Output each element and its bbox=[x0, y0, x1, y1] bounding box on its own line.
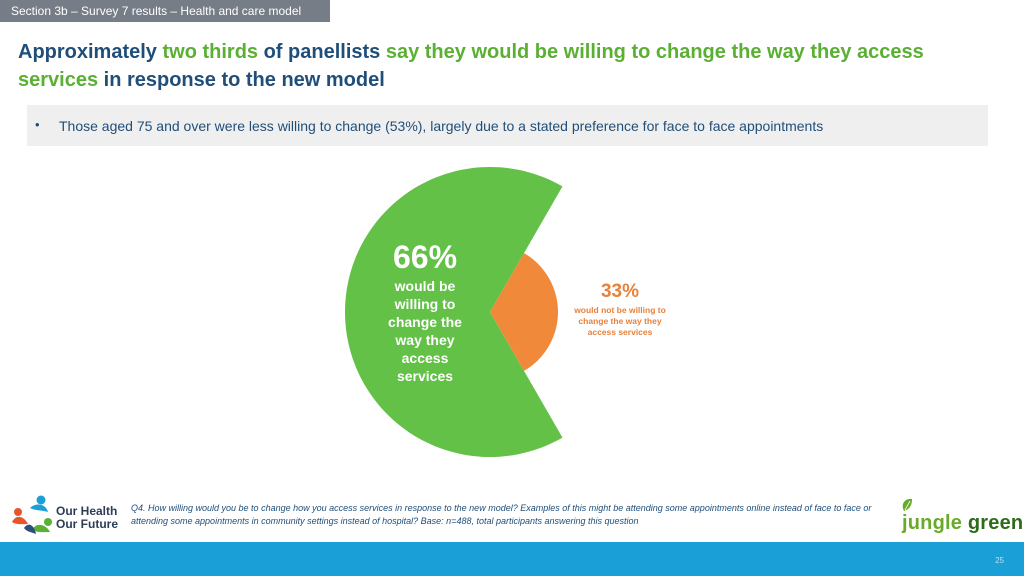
jungle-green-logo: jungle green bbox=[902, 512, 1023, 535]
footer-bar: 25 bbox=[0, 542, 1024, 576]
title-part-5: in response to the new model bbox=[98, 69, 385, 91]
logo-left-line-2: Our Future bbox=[56, 517, 118, 531]
bullet-marker: • bbox=[35, 117, 40, 132]
logo-figure-blue-icon bbox=[36, 495, 46, 505]
section-tab: Section 3b – Survey 7 results – Health a… bbox=[0, 0, 330, 22]
our-health-our-future-logo bbox=[12, 495, 52, 534]
pie-slice-willing bbox=[345, 167, 563, 458]
key-finding-box: • Those aged 75 and over were less willi… bbox=[27, 105, 988, 146]
logo-figure-orange-icon bbox=[14, 508, 22, 516]
logo-figure-green-icon bbox=[44, 518, 52, 526]
question-footnote: Q4. How willing would you be to change h… bbox=[131, 503, 872, 526]
page-title: Approximately two thirds of panellists s… bbox=[18, 38, 1008, 94]
jungle-green-leaf-icon bbox=[902, 498, 912, 511]
slice-not-willing-label: would not be willing to change the way t… bbox=[574, 305, 666, 337]
logo-left-line-1: Our Health bbox=[56, 504, 118, 518]
title-part-1: Approximately bbox=[18, 41, 163, 63]
title-part-4: say they would be willing to change the … bbox=[18, 41, 924, 91]
pie-slice-not-willing bbox=[490, 253, 558, 371]
slice-not-willing-pct: 33% bbox=[600, 281, 640, 302]
page-number: 25 bbox=[995, 556, 1004, 565]
logo-left-text: Our Health Our Future bbox=[56, 505, 118, 531]
slice-willing-label: would be willing to change the way they … bbox=[388, 278, 462, 384]
logo-right-part-1: jungle bbox=[902, 512, 968, 534]
key-finding-text: Those aged 75 and over were less willing… bbox=[59, 118, 824, 134]
title-part-3: of panellists bbox=[258, 41, 386, 63]
slice-willing-pct: 66% bbox=[392, 239, 458, 275]
logo-right-part-2: green bbox=[967, 512, 1024, 534]
title-part-2: two thirds bbox=[162, 41, 259, 63]
